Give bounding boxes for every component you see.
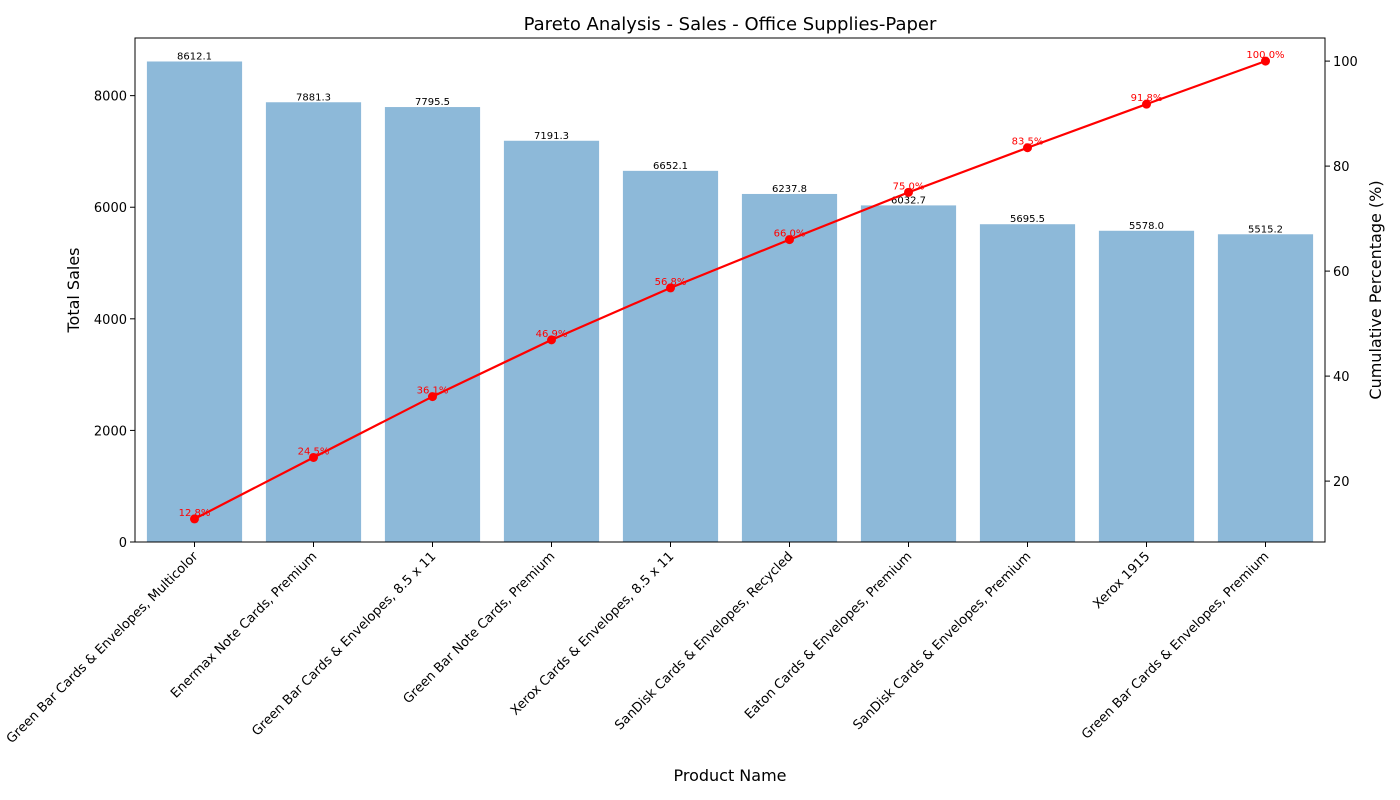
cumulative-point [666, 283, 675, 293]
bar-value-label: 7795.5 [415, 97, 450, 108]
x-tick-label: Green Bar Cards & Envelopes, Multicolor [4, 549, 202, 747]
cumulative-point [190, 514, 199, 524]
x-tick-label: Enermax Note Cards, Premium [168, 549, 320, 701]
cumulative-point [428, 392, 437, 402]
bar [265, 102, 362, 542]
cumulative-pct-label: 66.0% [774, 229, 806, 240]
bar [979, 224, 1076, 542]
cumulative-pct-label: 83.5% [1012, 137, 1044, 148]
cumulative-pct-label: 100.0% [1246, 50, 1284, 61]
cumulative-line [193, 60, 1266, 520]
y2-tick-label: 80 [1333, 160, 1350, 175]
bar-value-label: 6237.8 [772, 184, 807, 195]
cumulative-point [1023, 143, 1032, 153]
y2-tick-label: 20 [1333, 475, 1350, 490]
x-tick-label: Xerox 1915 [1091, 549, 1154, 612]
cumulative-point [785, 235, 794, 245]
cumulative-point [1261, 56, 1270, 66]
bar-value-label: 7881.3 [296, 92, 331, 103]
bar-value-label: 6032.7 [891, 195, 926, 206]
x-tick-label: Green Bar Cards & Envelopes, Premium [1079, 549, 1272, 742]
x-tick-label: Green Bar Cards & Envelopes, 8.5 x 11 [249, 549, 439, 739]
y2-tick-label: 60 [1333, 265, 1350, 280]
bar [146, 61, 243, 543]
y-axis-label: Total Sales [64, 247, 83, 333]
cumulative-point [547, 335, 556, 345]
bar [860, 205, 957, 542]
cumulative-pct-label: 36.1% [417, 386, 449, 397]
cumulative-pct-label: 12.8% [179, 508, 211, 519]
x-axis-label: Product Name [673, 766, 786, 785]
bar-value-label: 6652.1 [653, 161, 688, 172]
y-tick-label: 8000 [94, 90, 127, 105]
plot-frame [134, 37, 1326, 543]
y2-tick-label: 100 [1333, 55, 1358, 70]
bar-value-label: 5578.0 [1129, 221, 1164, 232]
y2-axis-label: Cumulative Percentage (%) [1366, 180, 1385, 399]
bar-value-label: 5515.2 [1248, 224, 1283, 235]
bar [1098, 230, 1195, 542]
cumulative-pct-label: 56.8% [655, 277, 687, 288]
y-tick-label: 4000 [94, 313, 127, 328]
bar [622, 170, 719, 542]
y-tick-label: 6000 [94, 201, 127, 216]
cumulative-point [1142, 99, 1151, 109]
bar [384, 107, 481, 543]
bar-value-label: 5695.5 [1010, 214, 1045, 225]
chart-title: Pareto Analysis - Sales - Office Supplie… [524, 14, 937, 35]
cumulative-pct-label: 46.9% [536, 329, 568, 340]
bar [741, 193, 838, 542]
cumulative-pct-label: 24.5% [298, 446, 330, 457]
y2-tick-label: 40 [1333, 370, 1350, 385]
cumulative-pct-label: 91.8% [1131, 93, 1163, 104]
y-tick-label: 0 [119, 536, 127, 551]
cumulative-point [904, 187, 913, 197]
cumulative-pct-label: 75.0% [893, 181, 925, 192]
y-tick-label: 2000 [94, 424, 127, 439]
bar-value-label: 8612.1 [177, 51, 212, 62]
bar-value-label: 7191.3 [534, 131, 569, 142]
bar [1217, 234, 1314, 543]
cumulative-point [309, 452, 318, 462]
